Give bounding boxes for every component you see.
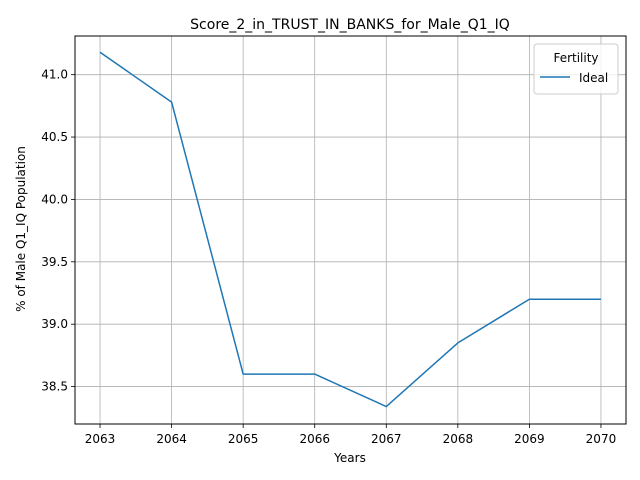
series-line-ideal [99, 51, 601, 408]
chart-title: Score_2_in_TRUST_IN_BANKS_for_Male_Q1_IQ [190, 17, 510, 33]
x-tick-label: 2065 [228, 432, 259, 446]
y-tick-label: 40.0 [41, 192, 68, 206]
y-tick-label: 40.5 [41, 130, 68, 144]
y-tick-label: 38.5 [41, 380, 68, 394]
x-tick-label: 2066 [299, 432, 330, 446]
x-tick-label: 2068 [443, 432, 474, 446]
plot-frame [74, 35, 627, 425]
legend: Fertility Ideal [533, 43, 619, 95]
x-tick-label: 2069 [514, 432, 545, 446]
x-tick-label: 2063 [85, 432, 116, 446]
x-axis-label: Years [333, 451, 366, 465]
x-tick-label: 2070 [586, 432, 617, 446]
y-tick-label: 39.0 [41, 317, 68, 331]
y-axis-ticks: 38.5 39.0 39.5 40.0 40.5 41.0 [41, 68, 75, 394]
y-tick-label: 41.0 [41, 68, 68, 82]
y-axis-label: % of Male Q1_IQ Population [14, 146, 28, 312]
legend-box [533, 43, 619, 95]
legend-entry-ideal: Ideal [579, 71, 608, 85]
x-tick-label: 2067 [371, 432, 402, 446]
x-tick-label: 2064 [156, 432, 187, 446]
series-layer [99, 51, 602, 408]
legend-title: Fertility [553, 51, 598, 65]
x-axis-ticks: 2063 2064 2065 2066 2067 2068 2069 2070 [85, 424, 616, 446]
y-tick-label: 39.5 [41, 255, 68, 269]
